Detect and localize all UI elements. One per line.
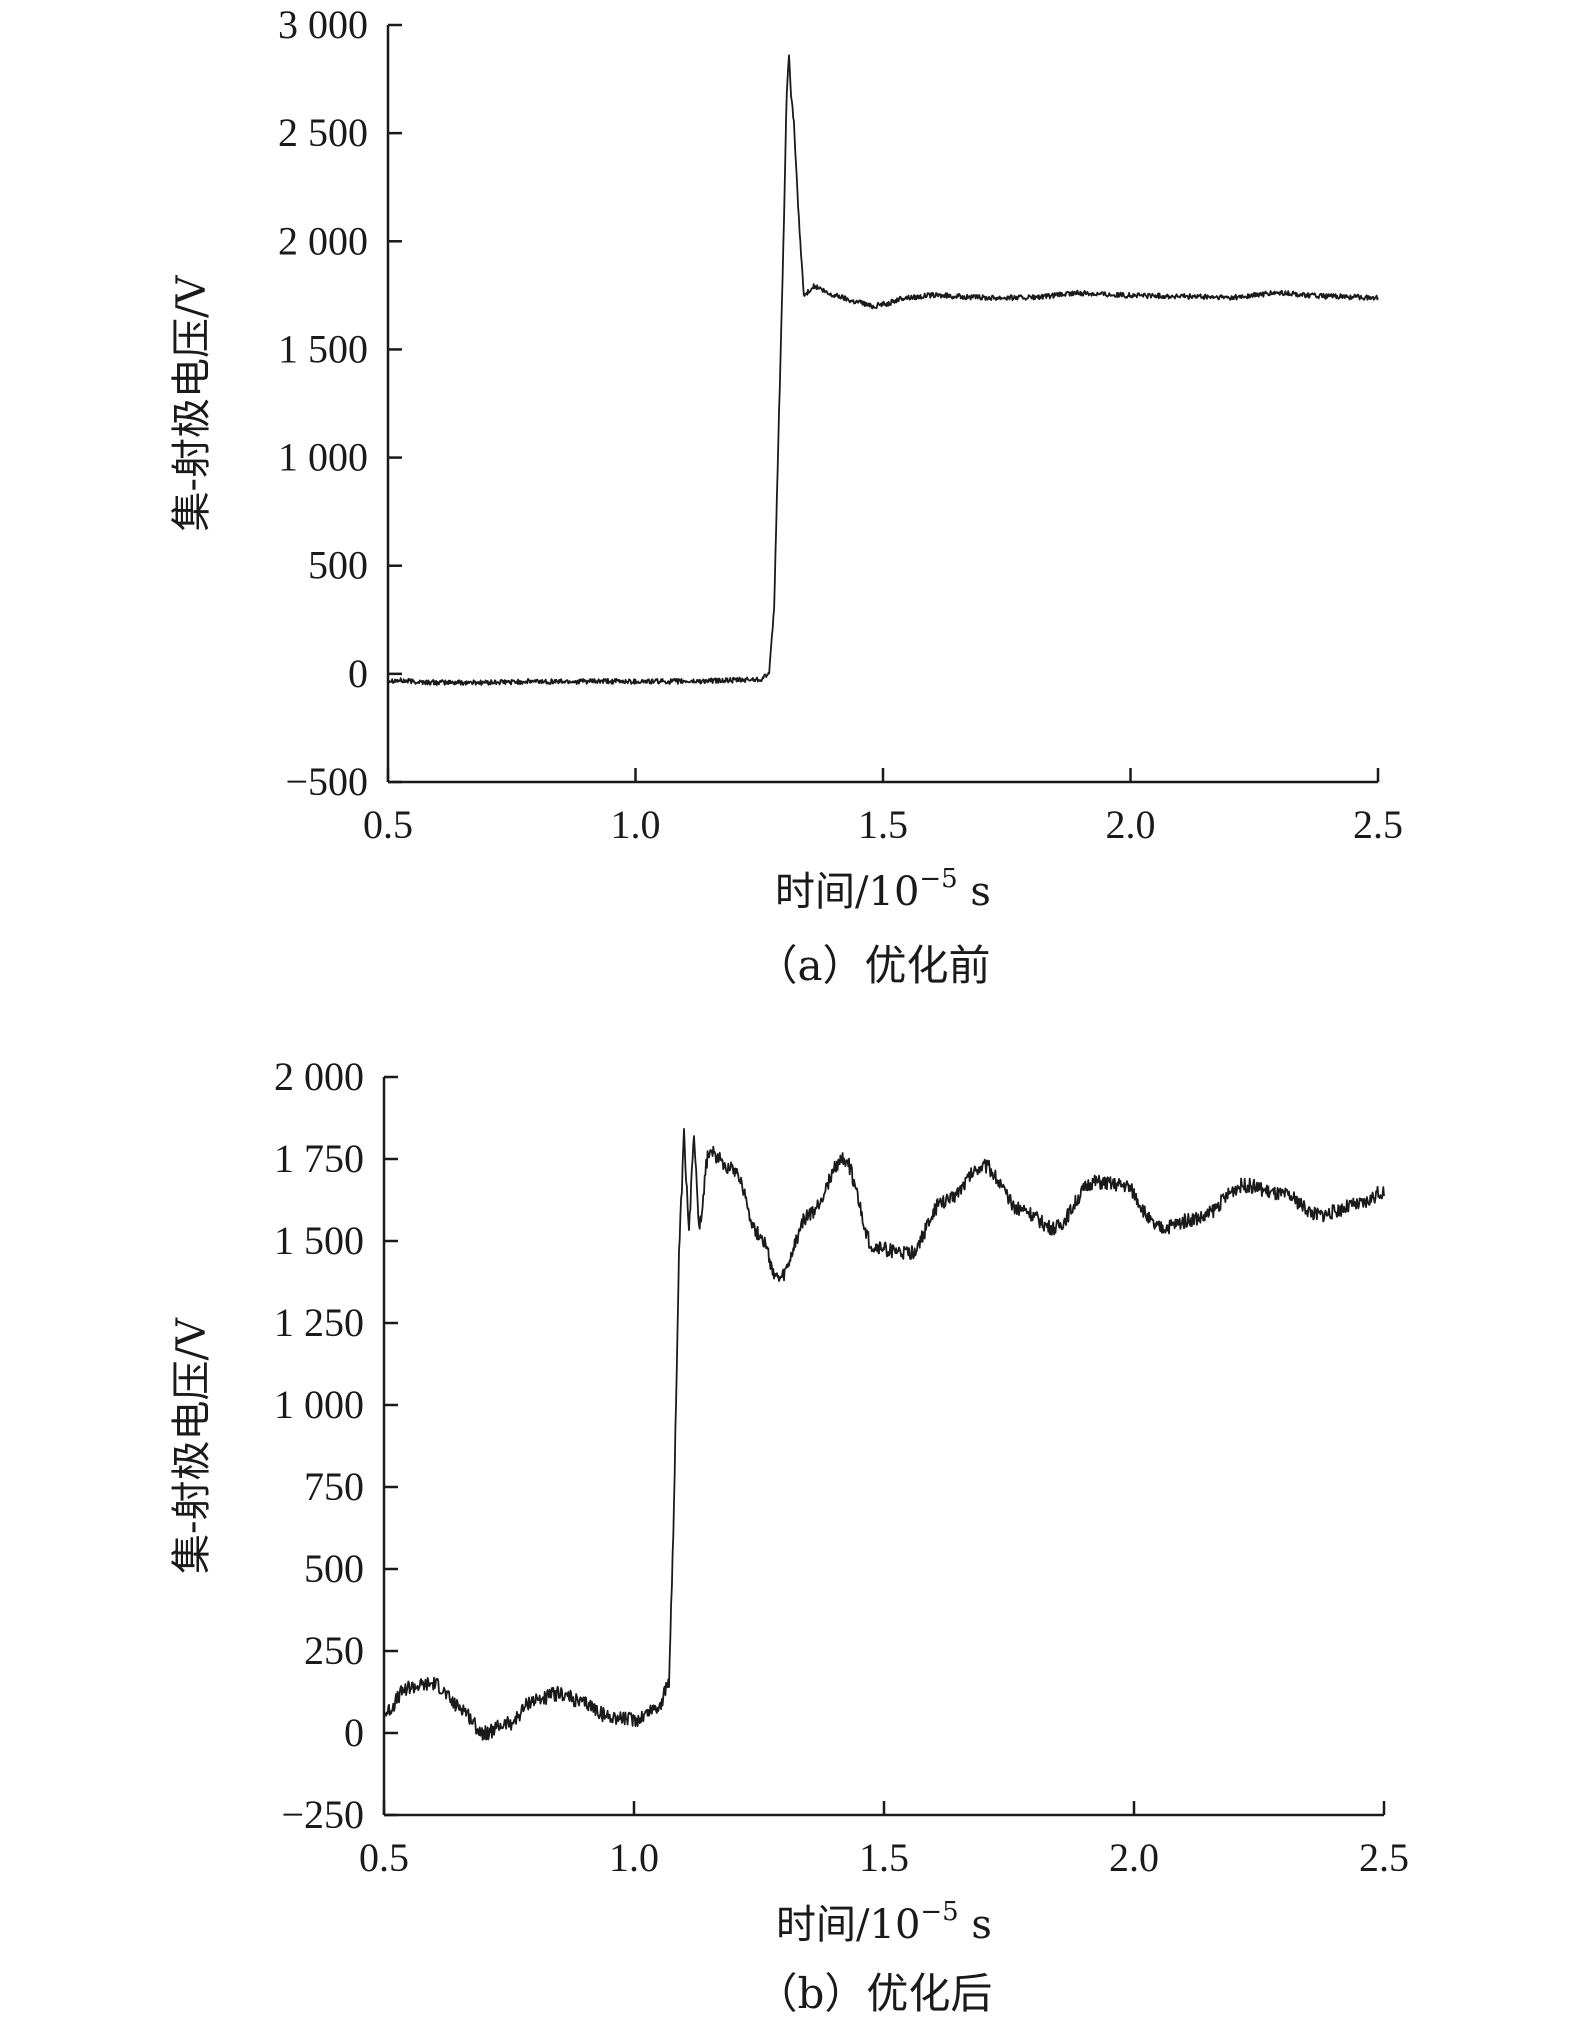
chart-b-x-ticks: 0.5 1.0 1.5 2.0 2.5 [359, 1801, 1409, 1880]
chart-a-y-tick-label: 500 [308, 543, 368, 588]
chart-b-y-tick-label: 0 [344, 1710, 364, 1755]
chart-b-y-tick-label: 1 750 [274, 1136, 364, 1181]
chart-a-y-tick-label: 2 000 [278, 218, 368, 263]
chart-a-x-ticks: 0.5 1.0 1.5 2.0 2.5 [363, 768, 1403, 847]
chart-b-series [383, 1128, 1385, 1741]
chart-a-y-ticks: −500 0 500 1 000 1 500 2 000 2 500 3 000 [278, 2, 402, 804]
chart-b-y-tick-label: 1 500 [274, 1218, 364, 1263]
chart-a-x-axis-label-exponent: −5 [919, 864, 957, 894]
chart-a-x-tick-label: 0.5 [363, 802, 413, 847]
chart-b-x-tick-label: 2.0 [1109, 1835, 1159, 1880]
chart-b-y-tick-label: 1 250 [274, 1300, 364, 1345]
chart-a-y-tick-label: 2 500 [278, 110, 368, 155]
chart-b-y-tick-label: 1 000 [274, 1382, 364, 1427]
chart-a-x-axis-label-unit: s [958, 869, 991, 915]
chart-b-series-line [383, 1128, 1385, 1741]
chart-b-caption: （b）优化后 [756, 1969, 993, 2018]
chart-a-axes [386, 25, 1378, 784]
chart-b-y-tick-label: 250 [304, 1628, 364, 1673]
chart-a-y-tick-label: 1 000 [278, 435, 368, 480]
chart-a-series [387, 54, 1379, 686]
chart-b-y-ticks: −250 0 250 500 750 1 000 1 250 1 500 1 750 2 000 [274, 1054, 398, 1837]
chart-b-x-tick-label: 1.5 [859, 1835, 909, 1880]
chart-a-caption: （a）优化前 [755, 941, 990, 990]
chart-a-x-tick-label: 1.0 [611, 802, 661, 847]
chart-a-x-tick-label: 2.5 [1353, 802, 1403, 847]
chart-a-series-line [387, 54, 1379, 686]
chart-b-y-tick-label: −250 [281, 1792, 364, 1837]
chart-b-y-tick-label: 2 000 [274, 1054, 364, 1099]
chart-a-y-tick-label: 3 000 [278, 2, 368, 47]
chart-panel-a: −500 0 500 1 000 1 500 2 000 2 500 3 000 0.5 1.0… [169, 2, 1403, 990]
chart-b-y-axis-label: 集-射极电压/V [169, 1317, 215, 1574]
chart-b-x-axis-label-base: 时间/10 [776, 1902, 920, 1948]
chart-b-y-tick-label: 500 [304, 1546, 364, 1591]
chart-a-y-tick-label: 0 [348, 651, 368, 696]
chart-b-x-tick-label: 2.5 [1359, 1835, 1409, 1880]
chart-a-y-axis-label: 集-射极电压/V [169, 274, 215, 531]
chart-b-x-axis-label-unit: s [959, 1902, 992, 1948]
chart-a-x-axis-label-base: 时间/10 [775, 869, 919, 915]
chart-a-y-tick-label: −500 [285, 759, 368, 804]
chart-a-x-tick-label: 2.0 [1106, 802, 1156, 847]
chart-b-x-tick-label: 0.5 [359, 1835, 409, 1880]
chart-b-y-tick-label: 750 [304, 1464, 364, 1509]
chart-b-x-axis-label: 时间/10−5 s [776, 1897, 992, 1948]
chart-a-x-tick-label: 1.5 [858, 802, 908, 847]
chart-b-x-tick-label: 1.0 [609, 1835, 659, 1880]
chart-b-x-axis-label-exponent: −5 [920, 1897, 958, 1927]
chart-a-y-tick-label: 1 500 [278, 326, 368, 371]
chart-a-x-axis-label: 时间/10−5 s [775, 864, 991, 915]
